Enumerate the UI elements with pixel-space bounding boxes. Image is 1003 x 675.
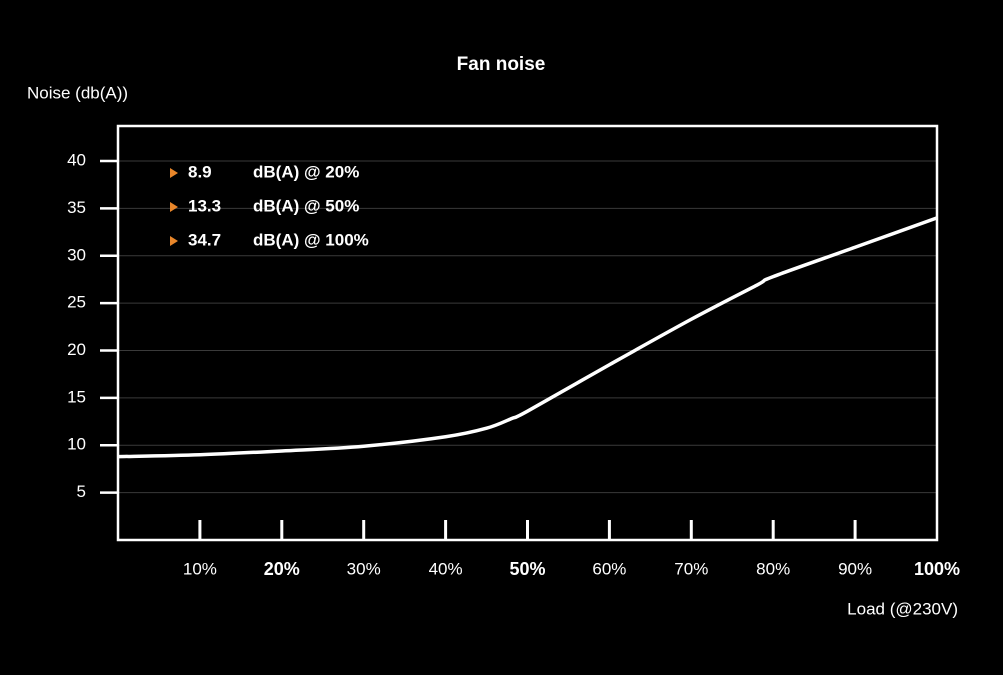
x-tick-label: 30%	[347, 559, 381, 578]
x-tick-label: 70%	[674, 559, 708, 578]
x-tick-label: 100%	[914, 559, 960, 579]
line-series	[117, 216, 938, 459]
x-tick-label: 20%	[264, 559, 300, 579]
x-tick-label: 90%	[838, 559, 872, 578]
annotation-text: dB(A) @ 100%	[253, 230, 369, 249]
annotation-marker	[170, 168, 178, 178]
annotation-marker	[170, 202, 178, 212]
y-tick-label: 20	[67, 340, 86, 359]
y-tick-label: 35	[67, 198, 86, 217]
annotation-marker	[170, 236, 178, 246]
y-tick-label: 15	[67, 387, 86, 406]
x-tick-label: 60%	[592, 559, 626, 578]
x-tick-label: 10%	[183, 559, 217, 578]
x-tick-label: 40%	[429, 559, 463, 578]
annotation-text: dB(A) @ 50%	[253, 196, 359, 215]
y-axis-label: Noise (db(A))	[27, 83, 128, 102]
plot-frame	[116, 124, 939, 542]
y-tick-label: 10	[67, 435, 86, 454]
annotation-value: 8.9	[188, 162, 212, 181]
x-tick-label: 50%	[509, 559, 545, 579]
y-tick-label: 40	[67, 151, 86, 170]
x-tick-label: 80%	[756, 559, 790, 578]
annotation-value: 13.3	[188, 196, 221, 215]
y-tick-label: 30	[67, 245, 86, 264]
chart-title: Fan noise	[457, 54, 546, 75]
annotation-text: dB(A) @ 20%	[253, 162, 359, 181]
annotation-value: 34.7	[188, 230, 221, 249]
y-tick-label: 5	[77, 482, 86, 501]
x-axis-label: Load (@230V)	[847, 599, 958, 618]
y-tick-label: 25	[67, 293, 86, 312]
